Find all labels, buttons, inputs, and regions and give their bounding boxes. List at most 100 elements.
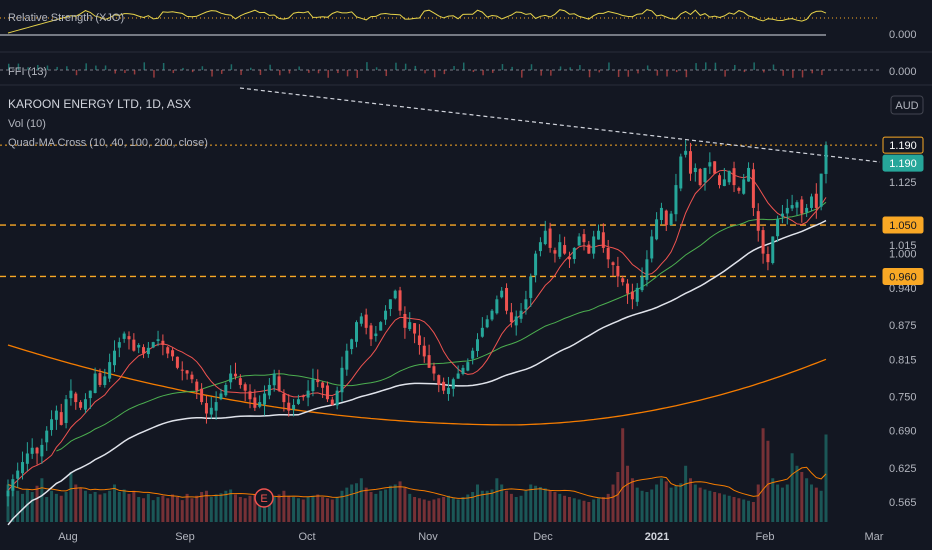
volume-bar (185, 493, 189, 522)
currency-badge-box[interactable] (890, 95, 924, 115)
candle (200, 383, 204, 405)
candle (350, 338, 354, 355)
candle (190, 371, 194, 384)
volume-bar (635, 487, 639, 522)
earnings-circle[interactable] (254, 488, 274, 508)
volume-bar (534, 485, 538, 522)
candle-body (587, 244, 591, 254)
volume-bar (824, 434, 828, 522)
ffi-bar (385, 70, 388, 77)
volume-bar (451, 498, 455, 522)
volume-bar (287, 495, 291, 522)
candle (780, 204, 784, 224)
ffi-bar (617, 70, 620, 77)
candle-body (45, 430, 49, 443)
ffi-bar (801, 70, 804, 78)
candle (766, 246, 770, 271)
earnings-marker[interactable]: E (254, 488, 274, 508)
volume-bar (727, 495, 731, 522)
ffi-bar (46, 65, 49, 70)
volume-bar (505, 490, 509, 522)
price-tag-box (882, 154, 924, 172)
volume-bar (693, 484, 697, 522)
candle-body (718, 175, 722, 186)
volume-bar (456, 499, 460, 522)
candle (621, 275, 625, 286)
candle-body (524, 299, 528, 310)
volume-bar (766, 440, 770, 522)
candle-body (253, 397, 257, 408)
candle-body (311, 379, 315, 392)
candle (11, 474, 15, 497)
rs-label: Relative Strength (XJO) (8, 12, 124, 24)
candle (195, 378, 199, 400)
candle (103, 368, 107, 388)
ffi-bar (685, 70, 688, 78)
volume-bar (83, 490, 87, 522)
candle (156, 330, 160, 347)
candle (209, 396, 213, 419)
candle-body (296, 399, 300, 404)
ffi-bar (763, 70, 765, 73)
candle (819, 173, 823, 211)
candle (659, 202, 663, 225)
candle (379, 321, 383, 331)
candle-body (306, 390, 310, 398)
candle (442, 377, 446, 395)
candle-body (50, 419, 54, 431)
candle-body (98, 373, 102, 385)
candle (219, 388, 223, 401)
volume-bar (446, 495, 450, 522)
candle (83, 393, 87, 414)
candle (224, 382, 228, 397)
ffi-bar (482, 70, 484, 76)
currency-badge[interactable]: AUD (890, 95, 924, 115)
candle-body (117, 342, 121, 348)
ffi-bar (637, 70, 639, 74)
candle-body (263, 393, 267, 405)
ffi-bar (627, 70, 630, 77)
volume-bar (466, 494, 470, 522)
volume-bar (524, 490, 528, 522)
candle-body (301, 396, 305, 398)
candle (505, 283, 509, 315)
candle (185, 370, 189, 380)
candle-body (88, 390, 92, 399)
candle-body (548, 228, 552, 248)
volume-bar (437, 498, 441, 522)
candle-body (74, 393, 78, 403)
candle-body (282, 393, 286, 403)
volume-bar (529, 484, 533, 522)
ffi-bar (724, 70, 726, 77)
candle (248, 384, 252, 409)
candle-body (35, 447, 39, 454)
candle-body (175, 356, 179, 368)
ffi-bar (375, 67, 378, 70)
candle (171, 347, 175, 361)
ffi-bar (821, 70, 823, 76)
candle (451, 377, 455, 397)
ffi-bar (250, 67, 252, 70)
volume-bar (11, 487, 15, 522)
candle-body (243, 384, 247, 391)
candle (306, 380, 310, 407)
time-axis[interactable]: Aug Sep Oct Nov Dec 2021 Feb Mar (58, 531, 884, 543)
candle-body (742, 179, 746, 194)
volume-bar (277, 494, 281, 522)
candle (563, 236, 567, 255)
volume-bar (364, 487, 368, 522)
volume-bar (253, 494, 257, 522)
candle (722, 167, 726, 187)
candle (54, 405, 58, 430)
volume-bar (359, 478, 363, 522)
ffi-bar (753, 62, 755, 70)
candle (795, 200, 799, 216)
candle (630, 283, 634, 310)
candle-body (703, 167, 707, 183)
candle-body (664, 210, 668, 226)
candle-body (190, 374, 194, 380)
trend-line[interactable] (239, 87, 881, 163)
horizontal-levels[interactable] (0, 144, 880, 278)
